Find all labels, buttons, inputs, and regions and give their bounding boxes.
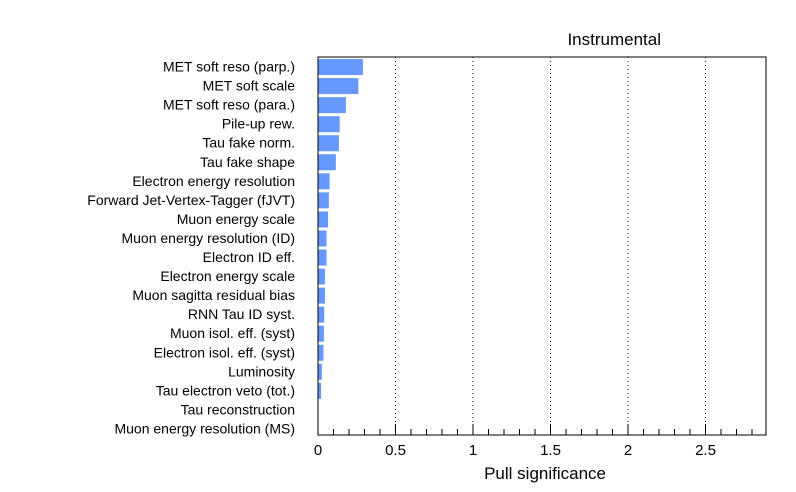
x-tick-label: 2 <box>624 442 632 459</box>
category-label: Tau reconstruction <box>181 401 295 417</box>
bar <box>318 230 327 247</box>
category-label: Muon sagitta residual bias <box>132 287 295 303</box>
x-tick-label: 2.5 <box>695 442 716 459</box>
bar <box>318 59 363 76</box>
x-axis-tick-labels: 0 0.5 1 1.5 2 2.5 <box>314 442 716 459</box>
bar <box>318 344 324 361</box>
category-label: Electron ID eff. <box>203 249 295 265</box>
x-axis-label: Pull significance <box>484 464 606 483</box>
bar <box>318 135 339 152</box>
category-label: Muon energy resolution (ID) <box>121 230 295 246</box>
bar <box>318 192 329 209</box>
chart-title: Instrumental <box>567 30 661 49</box>
bar <box>318 154 336 171</box>
category-label: Electron isol. eff. (syst) <box>154 344 295 360</box>
bar <box>318 363 322 380</box>
plot-frame <box>317 56 767 436</box>
bar <box>318 325 324 342</box>
bar <box>318 116 340 133</box>
category-label: MET soft reso (parp.) <box>163 59 295 75</box>
category-label: Electron energy scale <box>160 268 295 284</box>
bars <box>318 59 363 437</box>
category-label: Electron energy resolution <box>132 173 295 189</box>
grid-lines <box>395 57 706 435</box>
x-tick-label: 1.5 <box>540 442 561 459</box>
category-label: Luminosity <box>228 363 295 379</box>
bar <box>318 173 330 190</box>
bar <box>318 78 359 95</box>
bar <box>318 97 346 114</box>
x-tick-label: 0 <box>314 442 322 459</box>
category-label: Tau fake shape <box>200 154 295 170</box>
x-tick-label: 1 <box>469 442 477 459</box>
category-label: Muon energy resolution (MS) <box>114 420 295 436</box>
category-label: Tau electron veto (tot.) <box>156 382 295 398</box>
category-label: Forward Jet-Vertex-Tagger (fJVT) <box>87 192 295 208</box>
bar <box>318 249 327 266</box>
category-label: Tau fake norm. <box>202 135 295 151</box>
bar <box>318 306 325 323</box>
category-label: RNN Tau ID syst. <box>188 306 295 322</box>
category-label: MET soft scale <box>203 78 296 94</box>
category-label: MET soft reso (para.) <box>163 97 295 113</box>
x-axis-ticks <box>317 424 753 435</box>
bar <box>318 268 325 285</box>
category-labels: MET soft reso (parp.) MET soft scale MET s… <box>87 59 295 437</box>
category-label: Muon isol. eff. (syst) <box>170 325 295 341</box>
bar <box>318 287 325 304</box>
bar <box>318 211 329 228</box>
bar <box>318 382 322 399</box>
category-label: Pile-up rew. <box>222 116 295 132</box>
x-tick-label: 0.5 <box>385 442 406 459</box>
category-label: Muon energy scale <box>177 211 296 227</box>
